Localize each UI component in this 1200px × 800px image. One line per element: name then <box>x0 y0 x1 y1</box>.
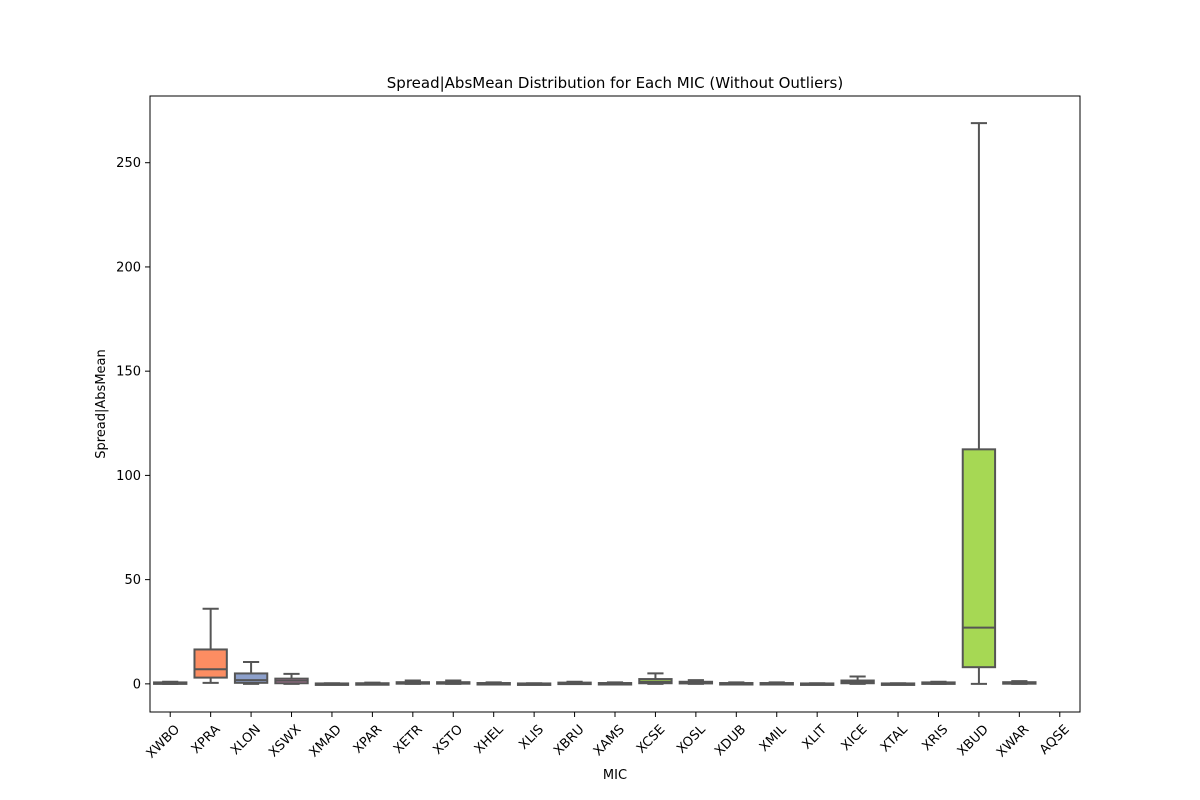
plot-area <box>153 122 1037 686</box>
box-xswx <box>274 672 309 685</box>
x-tick-label: XDUB <box>712 722 749 759</box>
x-tick-label: XLON <box>228 722 264 758</box>
box-xwar <box>1002 680 1037 685</box>
x-tick-label: AQSE <box>1037 722 1073 758</box>
x-tick-label: XRIS <box>919 722 951 754</box>
box-xpra <box>193 607 228 684</box>
box-xwbo <box>153 680 188 685</box>
x-tick-label: XAMS <box>591 722 628 759</box>
plot-frame <box>149 95 1081 713</box>
x-tick-label: XSWX <box>266 722 304 760</box>
x-tick-label: XMAD <box>307 722 345 760</box>
box-xmil <box>759 681 794 686</box>
iqr-box <box>193 648 228 679</box>
box-xsto <box>436 679 471 685</box>
x-tick-label: XTAL <box>878 722 912 756</box>
y-tick-label: 250 <box>116 156 141 171</box>
box-xosl <box>678 679 714 685</box>
x-tick-label: XBUD <box>955 722 992 759</box>
iqr-box <box>233 672 269 684</box>
x-tick-label: XICE <box>839 722 871 754</box>
x-tick-label: XHEL <box>472 722 507 757</box>
box-xtal <box>880 682 916 686</box>
iqr-box <box>961 448 997 669</box>
x-tick-label: XBRU <box>551 722 587 758</box>
box-xcse <box>638 672 673 685</box>
y-tick-label: 50 <box>124 573 141 588</box>
y-tick-label: 100 <box>116 469 141 484</box>
box-xbru <box>557 680 592 686</box>
x-tick-label: XWBO <box>144 722 183 761</box>
box-xris <box>921 680 956 685</box>
x-tick-label: XWAR <box>994 722 1032 760</box>
box-xice <box>840 675 875 685</box>
x-tick-label: XOSL <box>674 722 709 757</box>
box-xlis <box>516 682 552 686</box>
box-xdub <box>719 681 754 686</box>
x-axis: XWBO XPRA XLON XSWX XMAD XPAR XETR XSTO XHEL XLIS… <box>144 712 1073 762</box>
box-xhel <box>476 681 511 686</box>
y-tick-label: 200 <box>116 260 141 275</box>
x-tick-label: XPAR <box>351 722 386 757</box>
box-xlit <box>800 682 835 686</box>
y-tick-label: 150 <box>116 365 141 380</box>
x-tick-label: XMIL <box>757 722 790 755</box>
x-tick-label: XLIS <box>516 722 547 753</box>
box-xetr <box>395 679 430 685</box>
box-xbud <box>961 122 997 685</box>
box-xams <box>597 681 633 686</box>
x-tick-label: XPRA <box>189 722 224 757</box>
x-tick-label: XLIT <box>800 722 830 752</box>
y-axis: 0 50 100 150 200 250 <box>116 156 150 692</box>
box-xmad <box>314 682 350 686</box>
box-xpar <box>355 681 390 686</box>
x-axis-label: MIC <box>603 768 627 783</box>
box-xlon <box>233 660 269 685</box>
chart-title: Spread|AbsMean Distribution for Each MIC… <box>387 74 843 92</box>
y-axis-label: Spread|AbsMean <box>94 349 109 459</box>
x-tick-label: XSTO <box>430 722 466 758</box>
y-tick-label: 0 <box>133 677 141 692</box>
x-tick-label: XCSE <box>634 722 668 756</box>
x-tick-label: XETR <box>391 722 426 757</box>
